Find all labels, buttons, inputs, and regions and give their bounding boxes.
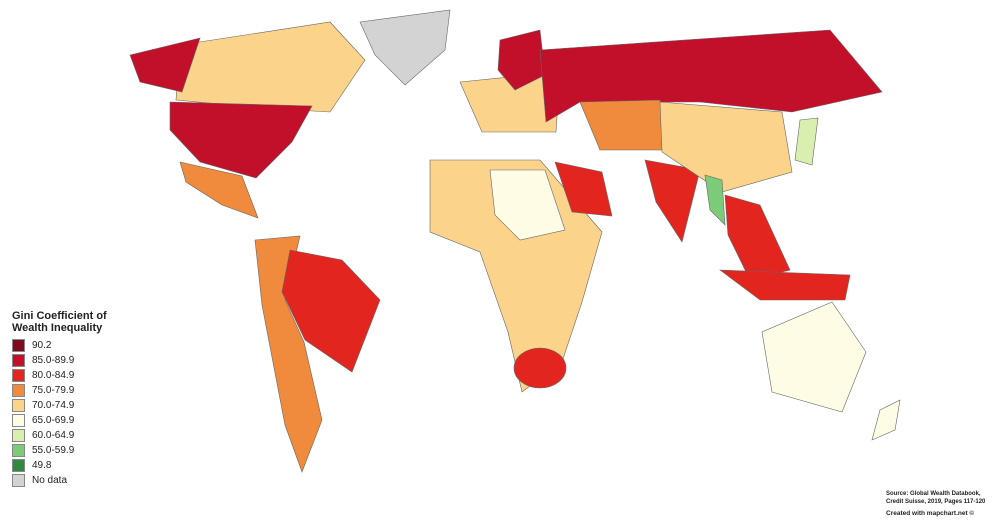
brazil xyxy=(281,249,381,373)
legend-item: 70.0-74.9 xyxy=(12,398,152,413)
legend-swatch xyxy=(12,384,25,397)
south-africa xyxy=(513,347,567,389)
legend-swatch xyxy=(12,444,25,457)
scandinavia xyxy=(497,29,546,91)
legend-swatch xyxy=(12,339,25,352)
legend-label: 49.8 xyxy=(32,460,52,471)
legend-label: No data xyxy=(32,475,68,486)
myanmar xyxy=(704,174,726,226)
legend-label: 75.0-79.9 xyxy=(32,385,75,396)
legend-item: 49.8 xyxy=(12,458,152,473)
credit: Created with mapchart.net © xyxy=(886,510,975,517)
legend-swatch xyxy=(12,429,25,442)
central-africa xyxy=(489,169,566,241)
legend-item: 55.0-59.9 xyxy=(12,443,152,458)
legend-swatch xyxy=(12,399,25,412)
legend-label: 70.0-74.9 xyxy=(32,400,75,411)
india xyxy=(644,159,701,243)
legend: Gini Coefficient of Wealth Inequality 90… xyxy=(12,310,152,488)
legend-label: 90.2 xyxy=(32,340,52,351)
legend-label: 80.0-84.9 xyxy=(32,370,75,381)
central-asia xyxy=(579,99,666,151)
indonesia xyxy=(719,269,851,301)
legend-items: 90.2 85.0-89.9 80.0-84.9 75.0-79.9 70.0-74.9… xyxy=(12,338,152,488)
greenland xyxy=(359,9,451,86)
middle-east xyxy=(554,161,613,217)
canada xyxy=(175,21,366,113)
usa xyxy=(169,101,313,179)
legend-item: 65.0-69.9 xyxy=(12,413,152,428)
southeast-asia xyxy=(724,194,791,281)
legend-swatch xyxy=(12,354,25,367)
china xyxy=(659,101,793,193)
australia xyxy=(761,301,867,413)
russia xyxy=(539,29,883,123)
legend-label: 65.0-69.9 xyxy=(32,415,75,426)
source: Source: Global Wealth Databook, Credit Su… xyxy=(886,490,985,506)
legend-swatch xyxy=(12,474,25,487)
legend-swatch xyxy=(12,414,25,427)
legend-item: 85.0-89.9 xyxy=(12,353,152,368)
legend-item: 80.0-84.9 xyxy=(12,368,152,383)
legend-item: 75.0-79.9 xyxy=(12,383,152,398)
legend-label: 60.0-64.9 xyxy=(32,430,75,441)
legend-title: Gini Coefficient of Wealth Inequality xyxy=(12,310,107,334)
legend-item: 90.2 xyxy=(12,338,152,353)
new-zealand xyxy=(871,399,901,441)
source-line: Source: Global Wealth Databook, xyxy=(886,491,981,497)
mexico xyxy=(179,161,259,219)
legend-label: 55.0-59.9 xyxy=(32,445,75,456)
legend-item: 60.0-64.9 xyxy=(12,428,152,443)
japan xyxy=(794,117,819,166)
legend-swatch xyxy=(12,369,25,382)
legend-label: 85.0-89.9 xyxy=(32,355,75,366)
legend-swatch xyxy=(12,459,25,472)
legend-item: No data xyxy=(12,473,152,488)
alaska xyxy=(129,37,201,93)
source-line: Credit Suisse, 2019, Pages 117-120 xyxy=(886,499,986,505)
